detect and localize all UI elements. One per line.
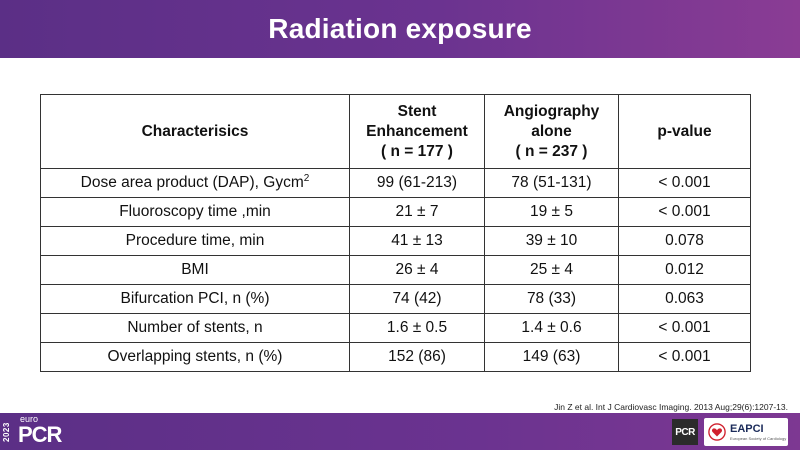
header-line: alone [531, 122, 572, 140]
title-bar: Radiation exposure [0, 0, 800, 58]
cell-p-value: < 0.001 [618, 168, 751, 198]
cell-characteristic: Fluoroscopy time ,min [40, 197, 350, 227]
header-line: p-value [657, 122, 712, 140]
cell-stent: 99 (61-213) [349, 168, 485, 198]
cell-stent: 26 ± 4 [349, 255, 485, 285]
eapci-name: EAPCI [730, 422, 764, 435]
cell-text: Dose area product (DAP), Gycm [80, 174, 304, 191]
header-line: Enhancement [366, 122, 468, 140]
eapci-logo: EAPCI European Society of Cardiology [704, 418, 788, 446]
heart-icon [708, 423, 726, 441]
eapci-subtitle: European Society of Cardiology [730, 435, 787, 441]
cell-characteristic: Dose area product (DAP), Gycm2 [40, 168, 350, 198]
cell-stent: 41 ± 13 [349, 226, 485, 256]
cell-characteristic: Overlapping stents, n (%) [40, 342, 350, 372]
slide-title: Radiation exposure [268, 13, 532, 44]
cell-characteristic: Procedure time, min [40, 226, 350, 256]
cell-stent: 1.6 ± 0.5 [349, 313, 485, 343]
cell-angio: 19 ± 5 [484, 197, 619, 227]
cell-angio: 78 (33) [484, 284, 619, 314]
citation: Jin Z et al. Int J Cardiovasc Imaging. 2… [554, 402, 788, 412]
table-header-row: Characterisics Stent Enhancement ( n = 1… [40, 94, 751, 169]
table-row: Dose area product (DAP), Gycm2 99 (61-21… [40, 168, 751, 198]
table-row: BMI 26 ± 4 25 ± 4 0.012 [40, 255, 751, 285]
cell-angio: 25 ± 4 [484, 255, 619, 285]
cell-p-value: 0.012 [618, 255, 751, 285]
cell-p-value: < 0.001 [618, 342, 751, 372]
cell-p-value: < 0.001 [618, 197, 751, 227]
header-angiography-alone: Angiography alone ( n = 237 ) [484, 94, 619, 169]
cell-angio: 39 ± 10 [484, 226, 619, 256]
table-row: Bifurcation PCI, n (%) 74 (42) 78 (33) 0… [40, 284, 751, 314]
cell-characteristic: Number of stents, n [40, 313, 350, 343]
cell-stent: 21 ± 7 [349, 197, 485, 227]
header-line: Angiography [503, 102, 600, 120]
cell-characteristic: Bifurcation PCI, n (%) [40, 284, 350, 314]
header-p-value: p-value [618, 94, 751, 169]
header-characteristics: Characterisics [40, 94, 350, 169]
cell-angio: 149 (63) [484, 342, 619, 372]
cell-stent: 74 (42) [349, 284, 485, 314]
year-label: 2023 [2, 422, 11, 442]
cell-p-value: < 0.001 [618, 313, 751, 343]
table-row: Number of stents, n 1.6 ± 0.5 1.4 ± 0.6 … [40, 313, 751, 343]
header-line: Stent [397, 102, 437, 120]
cell-p-value: 0.078 [618, 226, 751, 256]
europcr-logo-small-text: euro [20, 414, 39, 424]
superscript: 2 [303, 172, 310, 184]
cell-stent: 152 (86) [349, 342, 485, 372]
cell-angio: 78 (51-131) [484, 168, 619, 198]
header-line: ( n = 177 ) [381, 142, 453, 160]
cell-characteristic: BMI [40, 255, 350, 285]
table-row: Procedure time, min 41 ± 13 39 ± 10 0.07… [40, 226, 751, 256]
header-line: ( n = 237 ) [515, 142, 588, 160]
cell-p-value: 0.063 [618, 284, 751, 314]
table-row: Overlapping stents, n (%) 152 (86) 149 (… [40, 342, 751, 372]
header-stent-enhancement: Stent Enhancement ( n = 177 ) [349, 94, 485, 169]
footer-bar [0, 413, 800, 450]
pcr-badge-logo: PCR [672, 419, 698, 445]
europcr-logo: PCR [18, 422, 62, 447]
cell-angio: 1.4 ± 0.6 [484, 313, 619, 343]
radiation-table: Characterisics Stent Enhancement ( n = 1… [40, 94, 751, 372]
table-row: Fluoroscopy time ,min 21 ± 7 19 ± 5 < 0.… [40, 197, 751, 227]
header-line: Characterisics [141, 122, 249, 140]
